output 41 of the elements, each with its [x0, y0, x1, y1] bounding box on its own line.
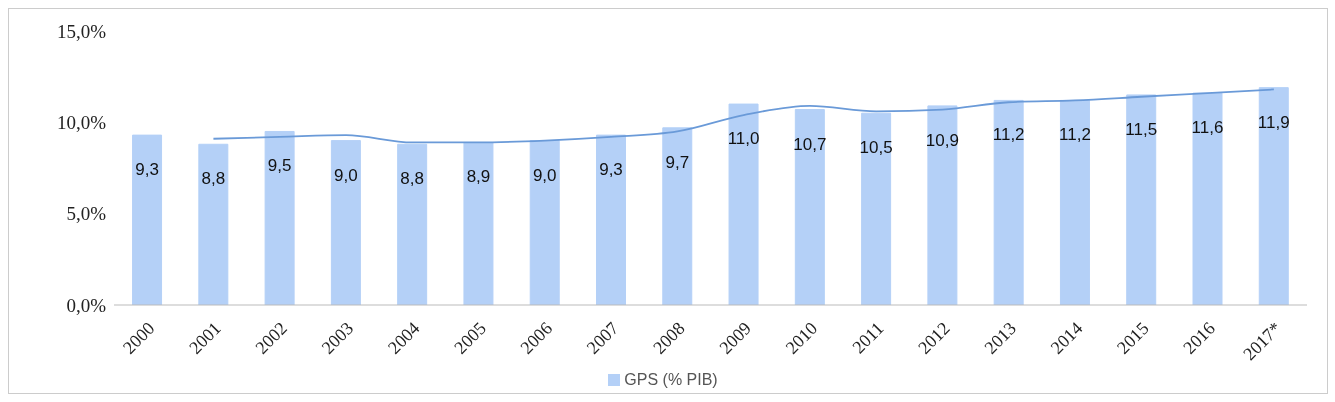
bar — [1258, 87, 1289, 305]
data-label: 10,9 — [925, 130, 959, 150]
bar — [198, 143, 229, 305]
data-label: 9,0 — [532, 165, 557, 185]
bar — [1126, 94, 1157, 305]
y-tick-label: 5,0% — [66, 203, 107, 225]
data-label: 9,3 — [599, 160, 623, 180]
data-label: 11,2 — [1059, 125, 1091, 145]
bar — [1192, 92, 1223, 305]
bar — [132, 134, 163, 305]
data-label: 9,3 — [135, 160, 159, 180]
data-label: 11,6 — [1191, 118, 1224, 138]
data-label: 8,8 — [400, 169, 424, 189]
bar — [662, 127, 693, 305]
bar — [794, 109, 825, 305]
bar — [397, 143, 428, 305]
data-label: 10,5 — [859, 138, 893, 158]
data-label: 11,5 — [1125, 119, 1158, 139]
bar — [596, 134, 626, 305]
data-label: 10,7 — [793, 134, 827, 154]
y-tick-label: 10,0% — [56, 112, 107, 134]
data-label: 11,9 — [1257, 112, 1290, 132]
y-tick-label: 15,0% — [56, 20, 107, 42]
data-label: 11,0 — [727, 129, 760, 149]
bar — [861, 112, 892, 305]
y-tick-label: 0,0% — [66, 294, 107, 316]
bar — [993, 99, 1024, 305]
data-label: 9,0 — [334, 165, 358, 185]
bar — [330, 140, 361, 305]
data-label: 11,2 — [992, 125, 1025, 145]
data-label: 8,9 — [466, 167, 491, 187]
bar — [728, 103, 759, 305]
bar — [927, 105, 958, 305]
bar — [529, 140, 560, 305]
legend-label: GPS (% PIB) — [623, 371, 718, 389]
bar — [463, 141, 494, 305]
data-label: 9,7 — [665, 152, 690, 172]
bar — [264, 130, 295, 305]
bar — [1059, 99, 1090, 305]
data-label: 9,5 — [267, 156, 292, 176]
data-label: 8,8 — [201, 169, 226, 189]
